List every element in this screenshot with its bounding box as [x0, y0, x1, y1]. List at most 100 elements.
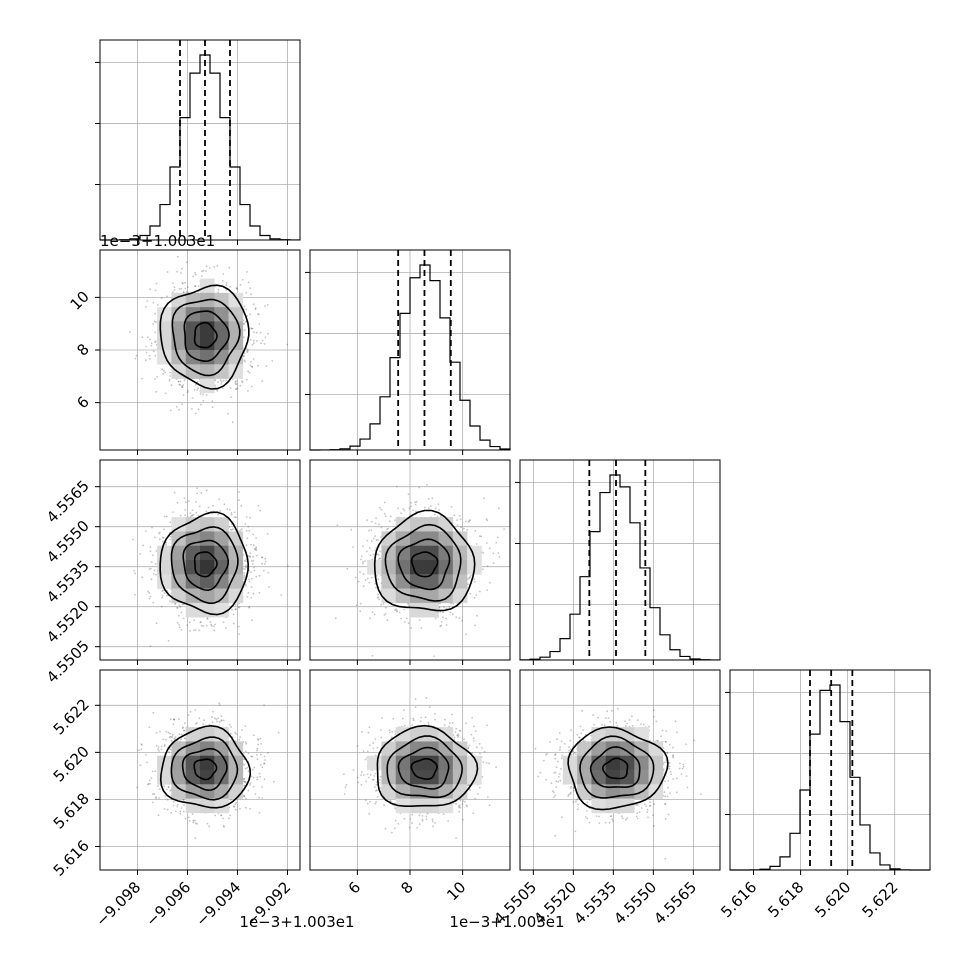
sample-point: [400, 617, 402, 620]
sample-point: [257, 364, 259, 367]
sample-point: [468, 576, 471, 579]
sample-point: [134, 572, 137, 575]
sample-point: [162, 536, 164, 539]
sample-point: [165, 739, 168, 741]
sample-point: [252, 560, 255, 562]
sample-point: [380, 508, 383, 511]
sample-point: [488, 547, 491, 550]
sample-point: [366, 550, 368, 553]
sample-point: [368, 547, 371, 549]
sample-point: [248, 580, 251, 583]
density-cell: [228, 307, 244, 322]
sample-point: [437, 503, 440, 505]
sample-point: [185, 290, 188, 293]
sample-point: [450, 506, 453, 508]
sample-point: [223, 503, 226, 506]
sample-point: [388, 520, 391, 523]
density-cell: [228, 335, 244, 351]
sample-point: [225, 284, 228, 287]
sample-point: [453, 514, 456, 517]
sample-point: [172, 282, 174, 284]
density-cell: [157, 335, 172, 351]
sample-point: [181, 282, 184, 285]
panel-frame: [99, 39, 301, 241]
sample-point: [180, 807, 183, 809]
sample-point: [234, 608, 237, 611]
sample-point: [197, 285, 200, 287]
sample-point: [486, 519, 489, 522]
sample-point: [165, 515, 168, 518]
sample-point: [148, 354, 151, 357]
sample-point: [440, 621, 443, 623]
sample-point: [247, 370, 250, 373]
sample-point: [496, 536, 499, 539]
density-cell: [214, 531, 229, 547]
sample-point: [246, 350, 249, 352]
sample-point: [179, 812, 182, 815]
sample-point: [377, 593, 379, 596]
sample-point: [245, 564, 248, 567]
sample-point: [216, 390, 219, 392]
sample-point: [377, 554, 380, 556]
sample-point: [258, 591, 261, 594]
sample-point: [498, 556, 501, 558]
sample-point: [481, 568, 484, 571]
sample-point: [172, 800, 175, 803]
sample-point: [249, 516, 251, 519]
sample-point: [154, 340, 157, 343]
sample-point: [149, 358, 151, 360]
sample-point: [174, 736, 177, 739]
sample-point: [474, 580, 476, 583]
density-cell: [185, 574, 201, 589]
sample-point: [155, 550, 158, 552]
sample-point: [486, 542, 488, 544]
sample-point: [154, 563, 157, 565]
sample-point: [129, 331, 131, 333]
sample-point: [250, 560, 253, 562]
sample-point: [245, 516, 248, 518]
sample-point: [196, 381, 199, 383]
density-cell: [200, 335, 215, 351]
sample-point: [370, 540, 373, 543]
sample-point: [180, 611, 183, 614]
sample-point: [449, 611, 452, 614]
density-cell: [185, 545, 201, 561]
sample-point: [366, 539, 369, 542]
density-cell: [200, 560, 215, 575]
sample-point: [244, 767, 247, 770]
sample-point: [431, 497, 434, 500]
sample-point: [164, 392, 167, 395]
sample-point: [169, 521, 172, 524]
sample-point: [246, 348, 249, 351]
sample-point: [192, 275, 195, 278]
sample-point: [178, 408, 181, 411]
panel-0-0: [95, 39, 301, 245]
sample-point: [236, 387, 239, 390]
sample-point: [427, 507, 430, 510]
sample-point: [243, 323, 245, 326]
sample-point: [219, 510, 221, 513]
sample-point: [475, 594, 478, 597]
sample-point: [234, 388, 237, 390]
sample-point: [373, 613, 376, 616]
sample-point: [250, 327, 253, 330]
sample-point: [433, 513, 436, 516]
sample-point: [255, 547, 257, 550]
sample-point: [382, 603, 385, 605]
sample-point: [148, 592, 151, 594]
sample-point: [264, 305, 266, 307]
sample-point: [350, 528, 353, 531]
density-cell: [214, 574, 229, 589]
sample-point: [360, 555, 363, 558]
sample-point: [225, 379, 228, 381]
sample-point: [181, 386, 184, 389]
sample-point: [380, 526, 383, 529]
sample-point: [238, 499, 240, 502]
y-offset-label: 1e−3+1.003e1: [100, 232, 215, 250]
sample-point: [253, 548, 256, 550]
sample-point: [152, 350, 155, 353]
sample-point: [383, 614, 386, 616]
sample-point: [186, 286, 189, 289]
sample-point: [378, 557, 381, 560]
sample-point: [228, 266, 231, 269]
